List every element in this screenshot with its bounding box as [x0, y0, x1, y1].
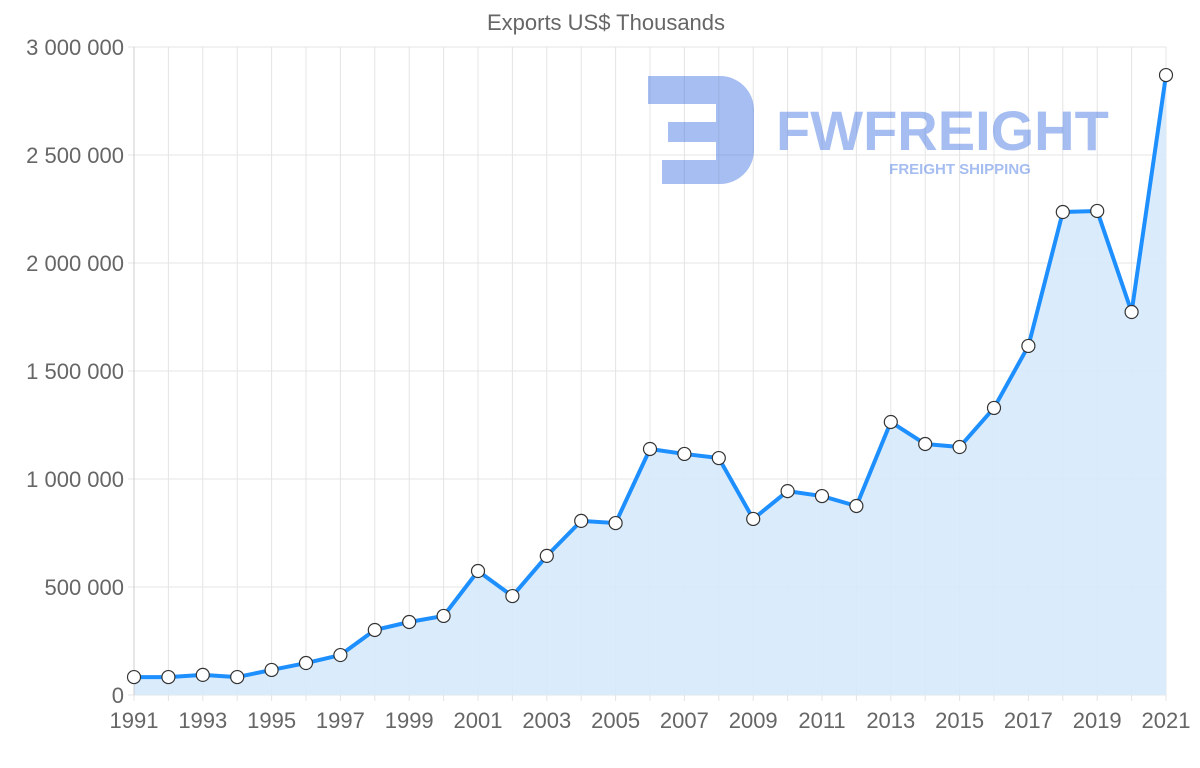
- data-point: [918, 436, 933, 452]
- data-point: [746, 511, 761, 527]
- data-point: [1021, 338, 1036, 354]
- data-point: [814, 488, 830, 504]
- data-point: [539, 548, 554, 563]
- x-tick-label: 2001: [454, 708, 503, 733]
- x-tick-label: 2017: [1004, 708, 1053, 733]
- x-tick-label: 2019: [1073, 708, 1122, 733]
- data-point: [1055, 204, 1070, 220]
- y-tick-label: 2 500 000: [26, 143, 124, 168]
- data-point: [126, 669, 142, 685]
- svg-text:FREIGHT SHIPPING: FREIGHT SHIPPING: [889, 161, 1031, 178]
- data-point: [161, 669, 176, 685]
- y-tick-label: 3 000 000: [26, 35, 124, 60]
- data-point: [505, 588, 520, 604]
- x-tick-label: 2015: [935, 708, 984, 733]
- y-tick-label: 2 000 000: [26, 251, 124, 276]
- data-point: [402, 614, 417, 630]
- chart-title: Exports US$ Thousands: [487, 10, 725, 35]
- x-tick-label: 2013: [866, 708, 915, 733]
- x-tick-label: 2021: [1142, 708, 1191, 733]
- data-point: [780, 483, 795, 499]
- data-point: [264, 662, 279, 678]
- x-tick-label: 1995: [247, 708, 296, 733]
- y-tick-label: 1 000 000: [26, 467, 124, 492]
- data-point: [1090, 203, 1105, 219]
- data-point: [1124, 304, 1139, 320]
- data-point: [642, 441, 658, 457]
- x-tick-label: 2007: [660, 708, 709, 733]
- x-tick-label: 1991: [110, 708, 159, 733]
- data-point: [849, 498, 864, 514]
- y-tick-label: 500 000: [44, 575, 124, 600]
- data-point: [883, 414, 898, 430]
- data-point: [711, 450, 726, 466]
- data-point: [608, 515, 623, 531]
- data-point: [986, 400, 1002, 416]
- data-point: [195, 667, 210, 683]
- x-tick-label: 1997: [316, 708, 365, 733]
- data-point: [574, 513, 589, 529]
- svg-text:FWFREIGHT: FWFREIGHT: [776, 99, 1109, 162]
- y-tick-label: 0: [112, 683, 124, 708]
- x-tick-label: 2005: [591, 708, 640, 733]
- data-point: [367, 622, 382, 638]
- data-point: [333, 647, 348, 663]
- x-tick-label: 1999: [385, 708, 434, 733]
- watermark-logo: FWFREIGHT FREIGHT SHIPPING: [648, 76, 1109, 184]
- data-point: [298, 655, 314, 671]
- x-tick-label: 2009: [729, 708, 778, 733]
- data-point: [436, 608, 451, 624]
- data-point: [1158, 67, 1174, 83]
- data-point: [677, 446, 692, 462]
- x-tick-label: 1993: [178, 708, 227, 733]
- data-point: [952, 439, 967, 455]
- x-tick-label: 2003: [522, 708, 571, 733]
- x-tick-label: 2011: [798, 708, 845, 733]
- series-area: [134, 75, 1166, 695]
- data-point: [470, 563, 486, 579]
- data-point: [230, 669, 245, 685]
- y-tick-label: 1 500 000: [26, 359, 124, 384]
